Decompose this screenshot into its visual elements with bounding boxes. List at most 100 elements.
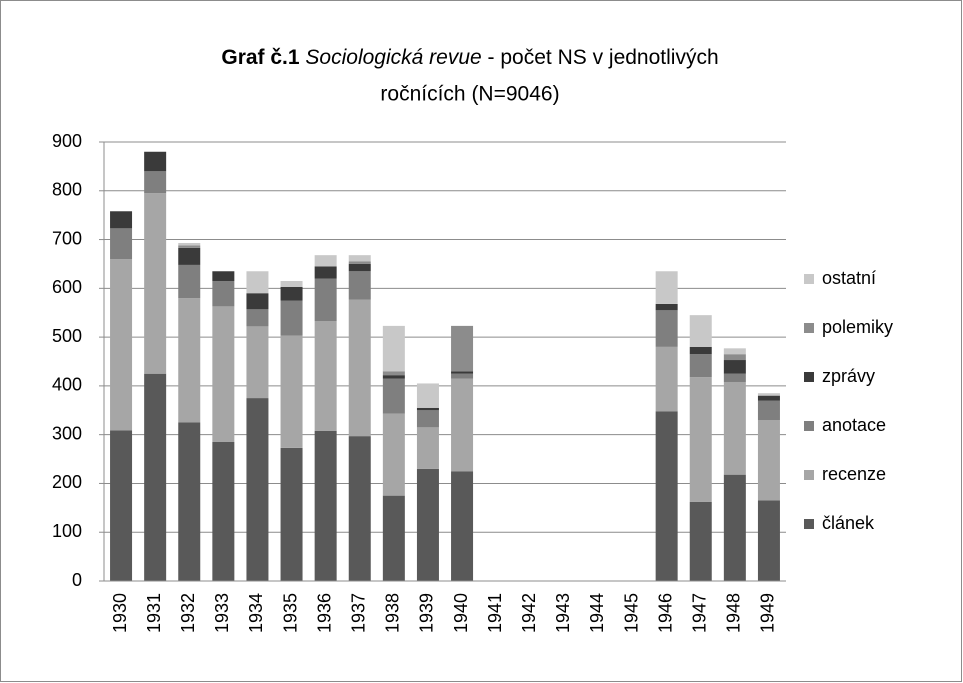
bar-segment: [348, 271, 371, 300]
x-tick-label: 1942: [519, 593, 539, 633]
bar-segment: [757, 420, 780, 501]
bar-segment: [178, 245, 201, 248]
chart-title: ročnících (N=9046): [380, 83, 559, 106]
bar-segment: [757, 393, 780, 396]
bar-segment: [689, 346, 712, 355]
bar-segment: [655, 303, 678, 311]
bar-segment: [382, 495, 405, 581]
bar-segment: [689, 377, 712, 502]
bar-segment: [451, 378, 474, 472]
bar-segment: [246, 293, 269, 310]
bar-segment: [382, 413, 405, 496]
bar-segment: [723, 381, 746, 475]
bar-segment: [178, 422, 201, 581]
x-tick-label: 1934: [246, 593, 266, 633]
x-tick-label: 1941: [485, 593, 505, 633]
legend-swatch: [804, 470, 814, 480]
bar-segment: [144, 193, 167, 374]
x-tick-label: 1945: [621, 593, 641, 633]
bar-segment: [314, 255, 337, 267]
x-tick-label: 1933: [212, 593, 232, 633]
bar-segment: [451, 373, 474, 379]
y-tick-label: 300: [52, 423, 82, 443]
y-tick-label: 400: [52, 375, 82, 395]
bar-segment: [382, 325, 405, 372]
bar-segment: [416, 407, 439, 411]
bar-segment: [246, 398, 269, 581]
bar-segment: [382, 371, 405, 376]
x-tick-label: 1948: [724, 593, 744, 633]
x-tick-label: 1943: [553, 593, 573, 633]
bar-segment: [110, 211, 133, 229]
bar-segment: [348, 436, 371, 581]
bar-segment: [280, 447, 303, 581]
x-tick-label: 1947: [690, 593, 710, 633]
title-part: Graf č.1: [221, 46, 300, 69]
legend-label: polemiky: [822, 317, 893, 337]
bar-segment: [280, 300, 303, 336]
bar-segment: [178, 242, 201, 246]
y-tick-label: 800: [52, 180, 82, 200]
bar-segment: [212, 441, 235, 581]
bar-segment: [212, 281, 235, 307]
bar-segment: [723, 354, 746, 361]
bar-segment: [314, 430, 337, 581]
bar-segment: [110, 228, 133, 260]
bar-segment: [416, 427, 439, 469]
y-tick-label: 0: [72, 570, 82, 590]
bar-segment: [348, 263, 371, 272]
x-tick-label: 1949: [758, 593, 778, 633]
bar-segment: [689, 315, 712, 347]
bar-segment: [110, 430, 133, 581]
bar-segment: [212, 271, 235, 282]
x-tick-label: 1935: [280, 593, 300, 633]
bar-segment: [348, 255, 371, 262]
y-tick-label: 200: [52, 472, 82, 492]
bar-segment: [348, 299, 371, 437]
bar-segment: [655, 310, 678, 347]
bar-segment: [246, 326, 269, 399]
bar-segment: [757, 400, 780, 421]
bar-segment: [144, 373, 167, 581]
bar-segment: [178, 264, 201, 299]
legend-swatch: [804, 323, 814, 333]
bar-segment: [382, 378, 405, 414]
bar-segment: [280, 286, 303, 301]
bar-segment: [451, 471, 474, 581]
x-tick-label: 1931: [144, 593, 164, 633]
y-tick-label: 700: [52, 228, 82, 248]
chart-title: Graf č.1 Sociologická revue - počet NS v…: [221, 46, 718, 69]
bar-segment: [246, 309, 269, 327]
x-tick-label: 1938: [383, 593, 403, 633]
title-part: Sociologická revue: [305, 46, 481, 69]
bar-segment: [314, 278, 337, 322]
bar-segment: [757, 395, 780, 401]
x-tick-label: 1940: [451, 593, 471, 633]
legend-swatch: [804, 372, 814, 382]
x-tick-label: 1946: [655, 593, 675, 633]
bar-segment: [689, 501, 712, 581]
bar-segment: [280, 335, 303, 448]
bar-segment: [314, 321, 337, 431]
bar-segment: [280, 281, 303, 287]
x-tick-label: 1930: [110, 593, 130, 633]
bar-segment: [723, 360, 746, 374]
legend-label: ostatní: [822, 268, 876, 288]
x-tick-label: 1936: [314, 593, 334, 633]
bar-segment: [757, 500, 780, 581]
bar-segment: [451, 371, 474, 374]
legend-label: anotace: [822, 415, 886, 435]
bar-segment: [723, 348, 746, 355]
bar-segment: [144, 171, 167, 194]
bar-segment: [144, 151, 167, 172]
y-tick-label: 100: [52, 521, 82, 541]
bar-segment: [212, 306, 235, 442]
y-tick-label: 500: [52, 326, 82, 346]
x-tick-label: 1944: [587, 593, 607, 633]
x-tick-label: 1939: [417, 593, 437, 633]
x-tick-label: 1932: [178, 593, 198, 633]
bar-segment: [178, 247, 201, 265]
legend-label: recenze: [822, 464, 886, 484]
bar-segment: [723, 373, 746, 382]
bar-segment: [178, 298, 201, 423]
